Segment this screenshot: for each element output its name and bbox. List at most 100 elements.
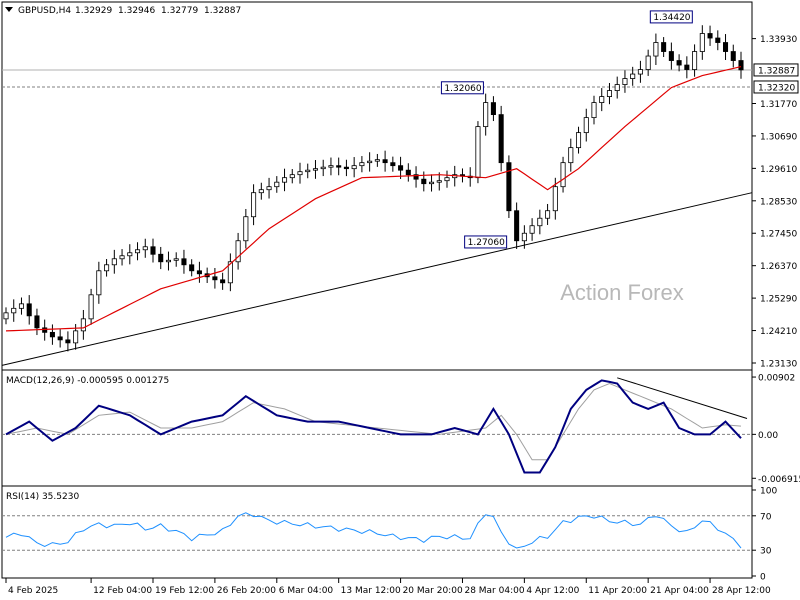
time-tick-label: 4 Feb 2025 [8,586,58,596]
candle [622,70,628,93]
candle [514,202,520,249]
candle-body [668,51,674,61]
candle-body [699,33,705,52]
candle-body [506,162,512,212]
candle [18,297,25,315]
candle-body [537,217,543,227]
candle-body [158,253,164,263]
candle-body [57,336,63,341]
candle-body [251,192,257,218]
macd-tick-label: 0.00902 [758,374,795,384]
annotation-box [440,81,484,95]
candle [127,244,133,265]
candle-body [738,60,744,71]
candle-body [521,232,527,242]
candle-body [26,303,32,317]
price-tick-label: 1.31770 [760,100,797,110]
macd-title: MACD(12,26,9) -0.000595 0.001275 [6,376,169,386]
candle [220,272,226,290]
candle [545,203,551,225]
price-tick-label: 1.33930 [760,35,797,45]
candle-body [428,181,435,185]
price-tick-label: 1.27450 [760,230,797,240]
candle-body [498,114,504,164]
candle [111,249,117,274]
candle-body [235,240,241,263]
candle-body [18,303,25,309]
annotation-text: 1.27060 [468,238,505,248]
candle [34,308,40,336]
dropdown-triangle-icon[interactable] [5,7,13,12]
time-axis: 4 Feb 2025 12 Feb 04:00 19 Feb 12:00 26 Feb… [5,578,771,596]
candle-body [552,186,558,212]
candle-body [405,169,411,176]
candle [428,174,435,192]
candle [699,25,705,60]
price-tick-label: 1.30690 [760,132,797,142]
candle-body [212,276,218,281]
candle [374,153,380,167]
candle [606,82,613,105]
candle [142,238,148,258]
candle-body [305,169,311,173]
candle [444,170,450,188]
header-symbol: GBPUSD,H4 [18,6,71,16]
candle [614,76,620,99]
candle-body [653,42,659,57]
annotation-text: 1.32060 [444,84,481,94]
candle [537,209,543,235]
candle [26,295,32,325]
candle [637,60,643,83]
rsi-axis: 100 70 30 0 [752,487,777,583]
time-tick-label: 28 Apr 12:00 [712,586,771,596]
time-tick-label: 6 Mar 04:00 [279,586,334,596]
annotation-box [649,10,693,24]
candle [158,246,164,270]
candle-body [42,327,48,333]
candle-body [181,258,187,266]
candle-body [328,165,334,168]
price-tick-label: 1.24210 [760,327,797,337]
time-tick-label: 19 Feb 12:00 [155,586,214,596]
candle [42,319,48,341]
candle-body [142,246,148,251]
candle-body [73,330,79,344]
candle [189,259,195,277]
candle [305,163,311,179]
candle [119,249,125,266]
candle-body [614,84,620,91]
time-tick-label: 28 Mar 04:00 [464,586,524,596]
candle-body [398,165,404,171]
price-tick-label: 1.32320 [758,83,795,93]
candle [96,261,102,304]
candle-body [637,69,643,75]
rising-trendline [1,192,753,366]
candle [676,54,682,72]
annotation-box [464,235,508,249]
candle [181,249,187,274]
candle [730,44,736,68]
time-tick-label: 11 Apr 20:00 [588,586,647,596]
candle [258,182,264,200]
header-open: 1.32929 [75,6,112,16]
rsi-tick-label: 70 [760,512,772,522]
rsi-tick-label: 30 [760,547,772,557]
candle [49,324,55,345]
candle-body [730,51,736,61]
candle-body [127,252,133,257]
candle-body [351,165,357,170]
candle-body [336,165,342,168]
candle [722,34,729,61]
candle-body [220,279,226,284]
candle [475,121,481,184]
candle [150,238,156,263]
candle [506,155,512,218]
candle-body [88,294,94,320]
candle [405,163,411,182]
candle [529,218,535,241]
candle-body [514,210,520,242]
candle [343,159,349,177]
candle-body [630,73,636,79]
candle [80,309,86,340]
candle-body [11,307,17,314]
